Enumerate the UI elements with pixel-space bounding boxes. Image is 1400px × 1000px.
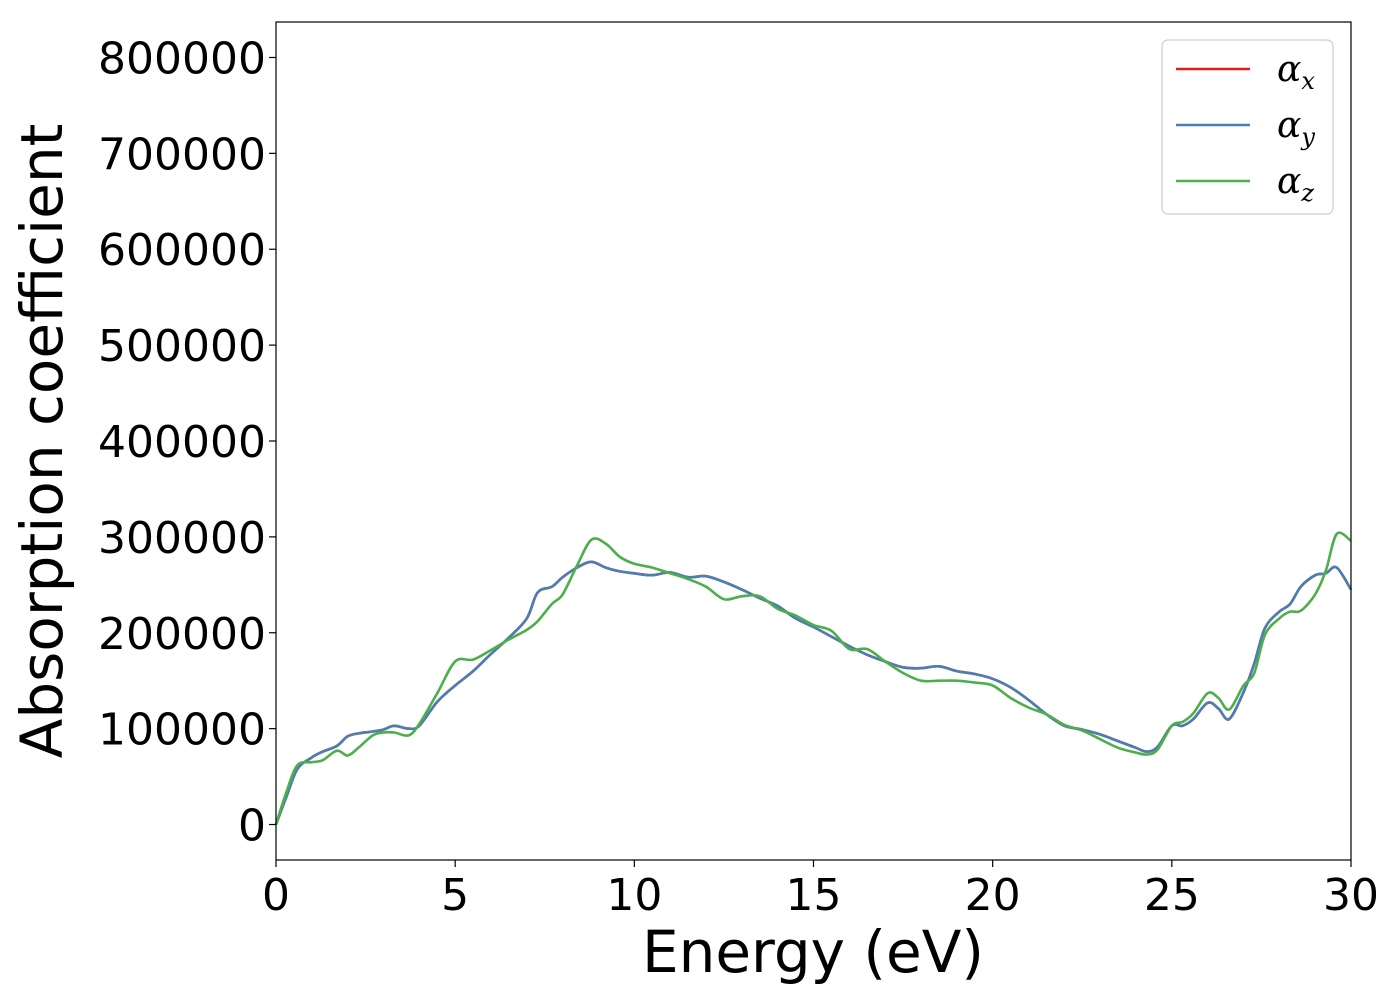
legend-label-alpha-z: αz (1277, 161, 1314, 207)
legend-label-symbol: α (1277, 161, 1301, 202)
legend-label-symbol: α (1277, 105, 1301, 146)
y-tick-label: 0 (238, 801, 266, 852)
legend-label-subscript: z (1300, 179, 1314, 207)
x-tick-label: 10 (606, 870, 662, 921)
plot-area (274, 531, 1353, 825)
x-tick-label: 0 (262, 870, 290, 921)
x-tick-label: 20 (965, 870, 1021, 921)
y-tick-label: 800000 (98, 33, 266, 84)
series-line-alpha-z (274, 531, 1352, 825)
legend-label-subscript: y (1300, 123, 1315, 151)
legend-label-symbol: α (1277, 49, 1301, 90)
y-tick-label: 600000 (98, 225, 266, 276)
y-tick-label: 400000 (98, 417, 266, 468)
y-axis-label: Absorption coefficient (8, 124, 76, 759)
x-tick-label: 30 (1323, 870, 1379, 921)
x-tick-label: 25 (1144, 870, 1200, 921)
x-axis-ticks: 0 5 10 15 20 25 30 (262, 860, 1379, 921)
x-tick-label: 15 (786, 870, 842, 921)
legend-box (1161, 39, 1334, 215)
legend-label-alpha-x: αx (1277, 49, 1315, 95)
y-tick-label: 200000 (98, 609, 266, 660)
y-axis-ticks: 0 100000 200000 300000 400000 500000 600000 700… (98, 33, 276, 852)
y-tick-label: 500000 (98, 321, 266, 372)
y-tick-label: 700000 (98, 129, 266, 180)
y-tick-label: 100000 (98, 705, 266, 756)
legend-label-subscript: x (1301, 67, 1315, 95)
y-tick-label: 300000 (98, 513, 266, 564)
x-axis-label: Energy (eV) (642, 918, 984, 986)
legend-label-alpha-y: αy (1277, 105, 1315, 151)
x-tick-label: 5 (441, 870, 469, 921)
